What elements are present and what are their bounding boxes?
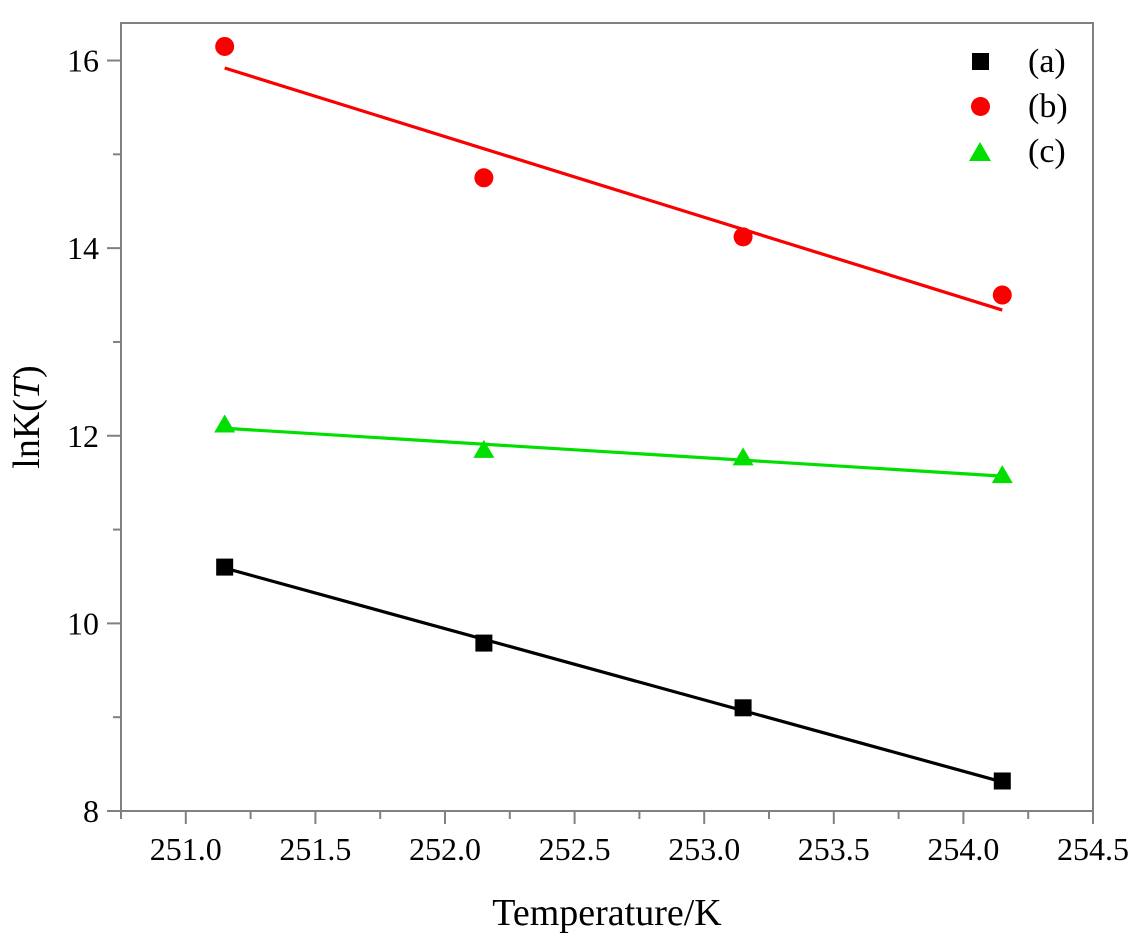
fit-line — [224, 66, 1003, 312]
data-point-circle — [215, 36, 235, 56]
x-tick-label: 252.5 — [539, 831, 611, 867]
legend-label: (a) — [1028, 42, 1066, 80]
square-marker-icon — [971, 53, 989, 70]
data-point-triangle — [732, 447, 754, 466]
series-c — [214, 414, 1013, 484]
legend-marker-cell — [960, 142, 1000, 161]
x-tick-label: 254.5 — [1057, 831, 1129, 867]
data-point-circle — [733, 227, 753, 247]
legend: (a) (b) (c) — [960, 39, 1068, 174]
y-tick-label: 14 — [67, 230, 99, 266]
data-point-square — [993, 772, 1011, 790]
legend-label: (b) — [1028, 87, 1068, 125]
x-tick-label: 253.5 — [798, 831, 870, 867]
y-tick-label: 8 — [83, 793, 99, 829]
data-point-circle — [992, 285, 1012, 305]
data-point-square — [734, 699, 752, 717]
data-point-triangle — [473, 439, 495, 458]
y-axis-title-suffix: ) — [6, 365, 48, 378]
y-axis-title-variable: T — [6, 377, 48, 400]
series-b — [215, 36, 1012, 312]
legend-marker-cell — [960, 97, 1000, 116]
x-tick-label: 253.0 — [668, 831, 740, 867]
legend-marker-cell — [960, 53, 1000, 70]
fit-line — [224, 426, 1003, 478]
legend-row: (a) — [960, 39, 1068, 84]
axis-ticks — [107, 59, 1094, 824]
y-axis-title-prefix: lnK( — [6, 399, 48, 469]
legend-row: (c) — [960, 129, 1068, 174]
series-a — [216, 558, 1011, 790]
x-axis-title: Temperature/K — [492, 892, 722, 934]
circle-marker-icon — [970, 97, 990, 116]
data-point-circle — [474, 168, 494, 188]
data-point-triangle — [991, 465, 1013, 484]
legend-row: (b) — [960, 84, 1068, 129]
fit-line — [224, 566, 1003, 784]
data-point-square — [475, 634, 493, 652]
x-tick-label: 254.0 — [927, 831, 999, 867]
data-point-triangle — [214, 414, 236, 433]
data-point-square — [216, 558, 234, 576]
x-tick-label: 251.0 — [150, 831, 222, 867]
y-tick-label: 12 — [67, 418, 99, 454]
triangle-marker-icon — [969, 142, 991, 161]
y-axis-title: lnK(T) — [5, 267, 55, 567]
x-tick-label: 252.0 — [409, 831, 481, 867]
x-tick-label: 251.5 — [279, 831, 351, 867]
legend-label: (c) — [1028, 132, 1066, 170]
y-tick-label: 10 — [67, 605, 99, 641]
y-tick-label: 16 — [67, 43, 99, 79]
axis-frame — [120, 22, 1094, 812]
